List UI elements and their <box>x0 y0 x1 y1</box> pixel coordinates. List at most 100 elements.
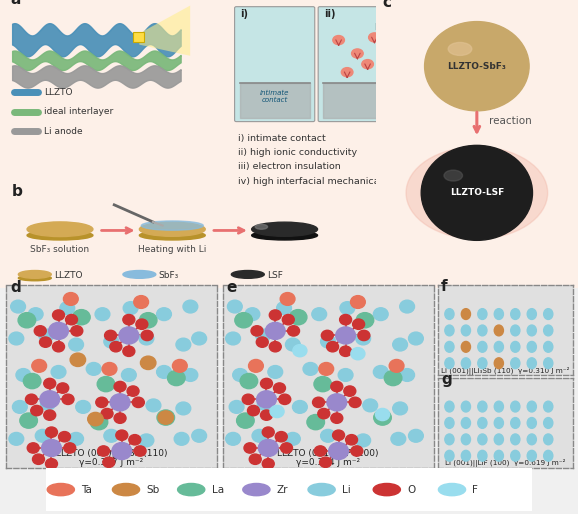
Text: Zr: Zr <box>277 485 288 494</box>
Circle shape <box>307 414 324 430</box>
Circle shape <box>51 365 66 378</box>
Circle shape <box>340 315 351 325</box>
Circle shape <box>53 341 65 352</box>
Polygon shape <box>139 6 190 56</box>
Circle shape <box>527 434 536 445</box>
Text: g: g <box>441 372 451 387</box>
Circle shape <box>95 308 110 321</box>
Circle shape <box>40 391 60 408</box>
Ellipse shape <box>141 221 203 230</box>
Ellipse shape <box>18 270 51 278</box>
Circle shape <box>279 394 291 405</box>
Circle shape <box>421 145 532 241</box>
Circle shape <box>328 396 342 409</box>
Circle shape <box>110 341 122 352</box>
Circle shape <box>98 446 109 456</box>
Circle shape <box>511 401 520 412</box>
Circle shape <box>461 358 470 369</box>
Circle shape <box>168 371 185 386</box>
Circle shape <box>114 381 126 392</box>
Circle shape <box>494 434 503 445</box>
Circle shape <box>225 332 240 345</box>
Circle shape <box>233 369 247 381</box>
Text: iii) electron insulation: iii) electron insulation <box>238 162 341 172</box>
Circle shape <box>103 457 115 467</box>
Text: x: x <box>420 38 428 51</box>
Circle shape <box>105 331 117 341</box>
FancyBboxPatch shape <box>133 32 144 42</box>
Circle shape <box>112 443 132 460</box>
Circle shape <box>268 365 283 378</box>
Circle shape <box>46 427 57 437</box>
Circle shape <box>286 338 300 351</box>
Circle shape <box>319 362 334 375</box>
Circle shape <box>478 401 487 412</box>
Circle shape <box>376 409 390 420</box>
Circle shape <box>244 443 256 453</box>
Circle shape <box>329 443 349 460</box>
Circle shape <box>400 300 414 313</box>
Circle shape <box>269 341 281 352</box>
Circle shape <box>544 417 553 428</box>
Circle shape <box>461 434 470 445</box>
Circle shape <box>511 325 520 336</box>
Circle shape <box>494 358 503 369</box>
Circle shape <box>350 296 365 308</box>
Circle shape <box>134 296 149 308</box>
Circle shape <box>119 327 139 344</box>
Circle shape <box>527 417 536 428</box>
Circle shape <box>114 413 126 424</box>
Circle shape <box>445 417 454 428</box>
Circle shape <box>183 369 198 381</box>
Ellipse shape <box>406 147 548 239</box>
Circle shape <box>13 400 27 413</box>
Text: iii): iii) <box>407 9 423 20</box>
Circle shape <box>69 432 83 445</box>
Circle shape <box>69 338 83 351</box>
Circle shape <box>338 369 353 381</box>
Circle shape <box>351 446 363 456</box>
Circle shape <box>112 484 140 495</box>
Circle shape <box>141 331 153 341</box>
Circle shape <box>409 332 423 345</box>
Circle shape <box>445 450 454 461</box>
Circle shape <box>40 397 55 410</box>
Circle shape <box>544 308 553 320</box>
Circle shape <box>331 413 343 424</box>
Text: dendrite: dendrite <box>510 24 539 30</box>
Text: i): i) <box>240 9 249 20</box>
Circle shape <box>373 484 401 495</box>
Circle shape <box>121 369 136 381</box>
Circle shape <box>20 413 38 428</box>
Circle shape <box>280 443 292 453</box>
Circle shape <box>146 399 161 412</box>
Circle shape <box>31 406 43 416</box>
Circle shape <box>544 434 553 445</box>
Circle shape <box>225 432 240 445</box>
Circle shape <box>356 434 370 447</box>
Circle shape <box>356 313 374 328</box>
Circle shape <box>494 450 503 461</box>
Circle shape <box>35 429 50 442</box>
Circle shape <box>228 300 242 313</box>
Circle shape <box>527 358 536 369</box>
Circle shape <box>511 450 520 461</box>
Circle shape <box>282 315 294 325</box>
Circle shape <box>478 325 487 336</box>
Circle shape <box>425 22 529 111</box>
Circle shape <box>261 378 272 389</box>
FancyBboxPatch shape <box>402 7 482 122</box>
Circle shape <box>333 35 344 45</box>
Circle shape <box>269 310 281 320</box>
Circle shape <box>392 338 407 351</box>
Circle shape <box>409 429 423 442</box>
Circle shape <box>321 429 335 442</box>
Circle shape <box>157 365 172 378</box>
Circle shape <box>374 410 391 425</box>
Circle shape <box>247 406 260 416</box>
Circle shape <box>243 484 270 495</box>
Circle shape <box>314 376 332 392</box>
Circle shape <box>70 353 86 366</box>
Text: Li$^+$: Li$^+$ <box>375 21 389 33</box>
Text: LLZTO (001)||LiF (100): LLZTO (001)||LiF (100) <box>277 449 379 458</box>
